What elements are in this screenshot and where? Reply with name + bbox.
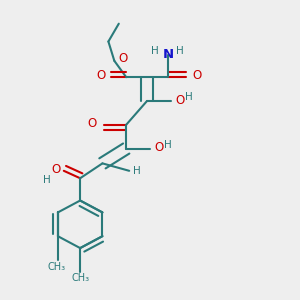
Text: H: H <box>152 46 159 56</box>
Text: O: O <box>154 141 164 154</box>
Text: O: O <box>96 69 106 82</box>
Text: H: H <box>43 175 51 185</box>
Text: CH₃: CH₃ <box>71 273 89 284</box>
Text: O: O <box>118 52 127 65</box>
Text: H: H <box>133 166 140 176</box>
Text: H: H <box>176 46 184 56</box>
Text: O: O <box>192 69 202 82</box>
Text: O: O <box>87 117 97 130</box>
Text: N: N <box>162 48 173 62</box>
Text: O: O <box>175 94 184 107</box>
Text: O: O <box>51 163 60 176</box>
Text: H: H <box>185 92 193 102</box>
Text: H: H <box>164 140 172 150</box>
Text: CH₃: CH₃ <box>47 262 65 272</box>
